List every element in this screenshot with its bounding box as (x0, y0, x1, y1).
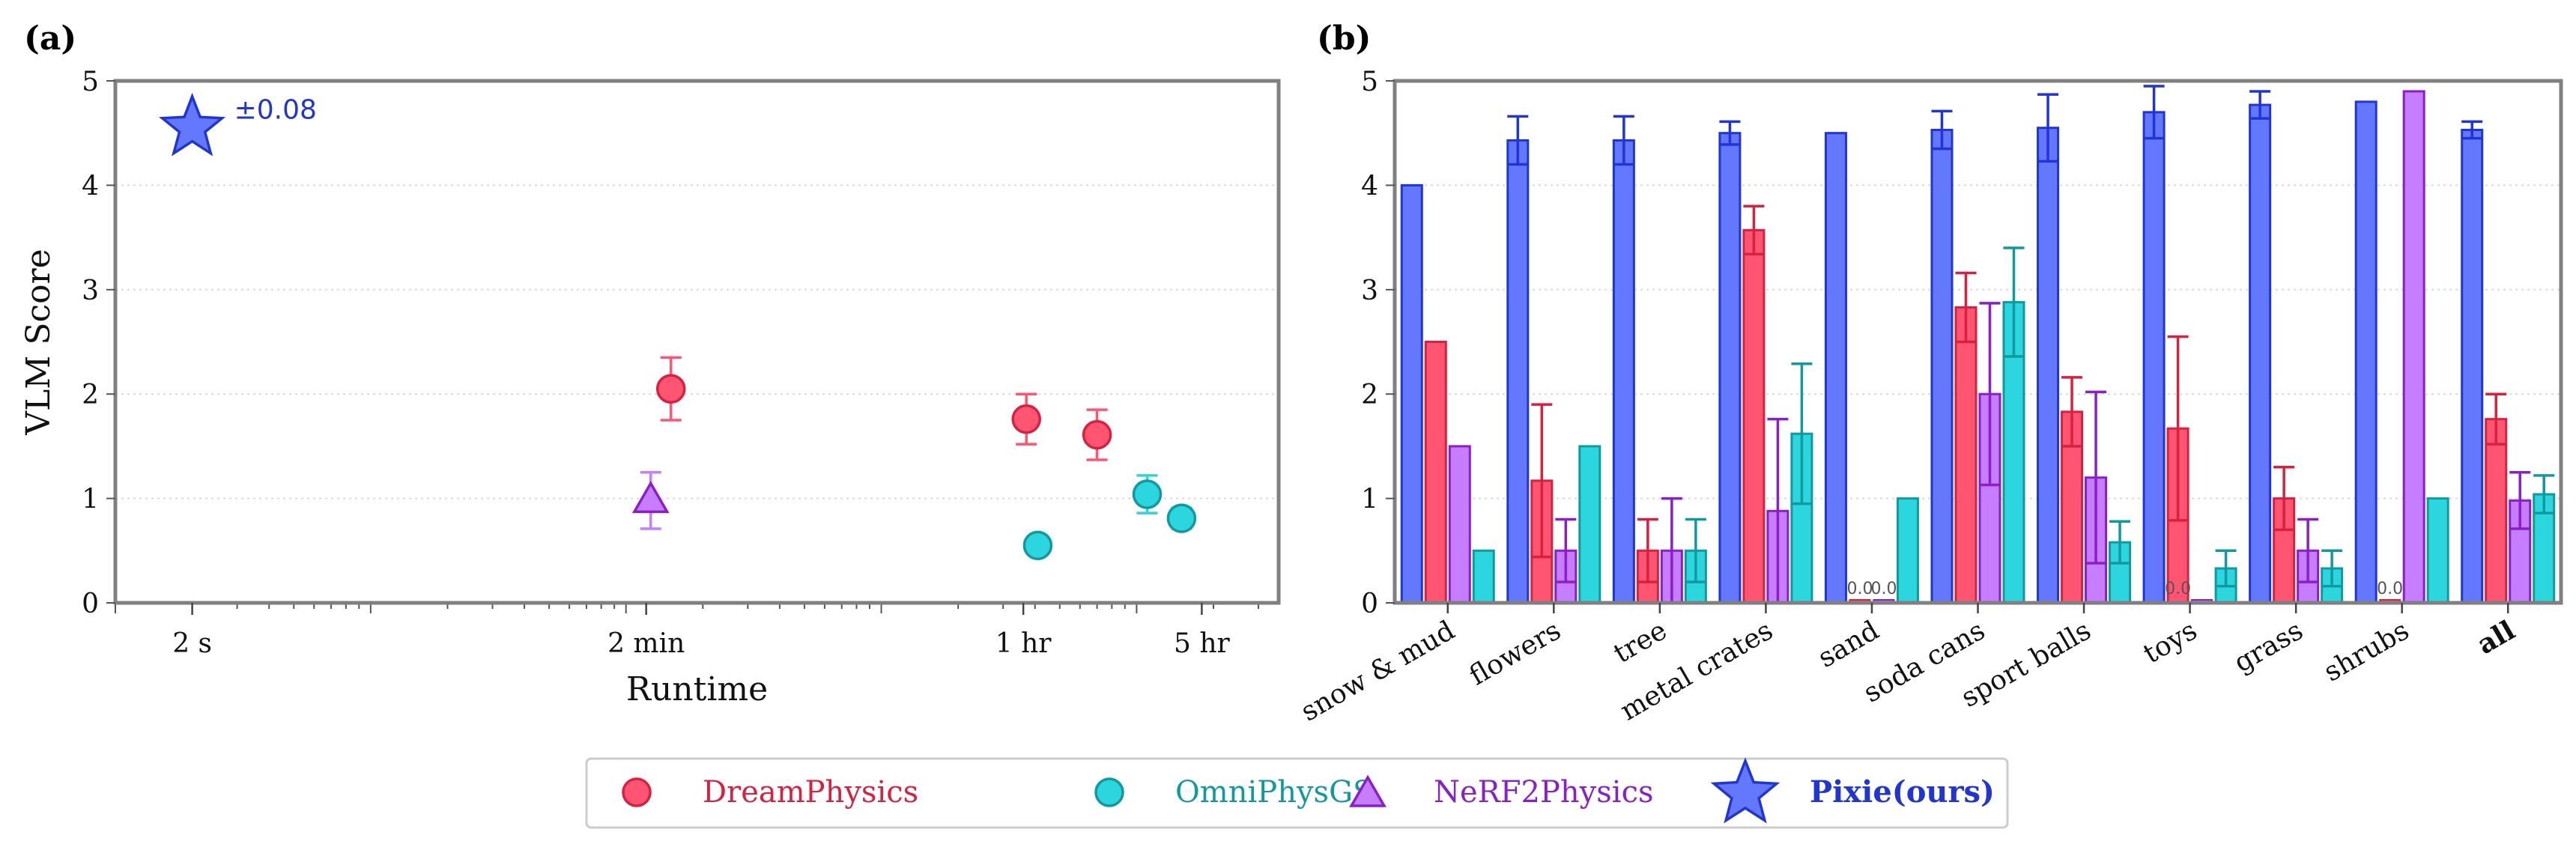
legend-label-nerf2physics: NeRF2Physics (1434, 775, 1654, 810)
bar-pixie (2037, 127, 2060, 604)
data-point-dreamphysics (1082, 419, 1112, 450)
bar-dreamphysics (1742, 228, 1766, 604)
legend-marker-pixie (1710, 757, 1781, 824)
legend-label-pixie: Pixie(ours) (1810, 774, 1995, 810)
x-tick-label: 5 hr (1174, 628, 1231, 659)
category-label: snow & mud (1296, 615, 1460, 727)
category-label: grass (2229, 615, 2309, 678)
bar-pixie (2142, 111, 2166, 604)
bar-omniphysgs (1896, 497, 1919, 604)
bar-pixie (2461, 129, 2484, 604)
y-tick-label: 4 (82, 171, 99, 201)
panel-a-label: (a) (24, 19, 76, 58)
legend-marker-dreamphysics (622, 777, 652, 807)
bar-pixie (1612, 139, 1635, 604)
bar-pixie (2249, 103, 2272, 604)
zero-value-label: 0.0 (1870, 580, 1897, 598)
bar-pixie (1718, 132, 1742, 604)
legend-box (585, 757, 2009, 829)
bar-omniphysgs (2426, 497, 2449, 604)
y-tick-label: 0 (82, 589, 99, 619)
bar-omniphysgs (1472, 549, 1495, 604)
legend: DreamPhysics OmniPhysGS NeRF2Physics Pixie(… (585, 757, 2009, 829)
legend-label-dreamphysics: DreamPhysics (703, 775, 918, 810)
panel-b-label: (b) (1317, 19, 1371, 58)
bar-pixie (1400, 183, 1423, 604)
zero-value-label: 0.0 (1846, 580, 1873, 598)
data-point-pixie (159, 92, 226, 157)
data-point-dreamphysics (655, 374, 686, 404)
bar-nerf2physics (2402, 90, 2425, 604)
category-label: toys (2139, 615, 2202, 670)
bar-pixie (2354, 100, 2378, 604)
x-tick-label: 2 min (607, 628, 685, 659)
x-axis-label: Runtime (626, 670, 768, 708)
bar-omniphysgs (1578, 445, 1601, 604)
y-tick-label: 3 (1361, 276, 1378, 306)
y-tick-label: 3 (82, 276, 99, 306)
y-tick-label: 1 (1361, 485, 1378, 515)
category-label: all (2472, 614, 2521, 661)
plot-frame-b (1392, 79, 2563, 605)
bar-pixie (1506, 139, 1530, 604)
data-point-omniphysgs (1022, 530, 1053, 561)
data-point-nerf2physics (631, 480, 670, 514)
y-tick-label: 5 (1361, 67, 1378, 97)
y-tick-label: 2 (82, 380, 99, 410)
legend-label-omniphysgs: OmniPhysGS (1175, 775, 1373, 810)
panel-a-scatter: (a) 0 1 2 3 4 5 2 s 2 min 1 hr 5 hr Runtime VLM Scor… (19, 19, 1281, 708)
zero-value-label: 0.0 (2165, 580, 2191, 598)
category-label: shrubs (2319, 615, 2415, 687)
legend-marker-omniphysgs (1094, 777, 1124, 807)
bar-pixie (1930, 129, 1954, 604)
data-point-omniphysgs (1132, 479, 1163, 509)
data-point-dreamphysics (1011, 404, 1041, 434)
y-tick-label: 1 (82, 485, 99, 515)
bar-nerf2physics (1448, 445, 1471, 604)
category-label: tree (1609, 615, 1673, 670)
bar-dreamphysics (1424, 341, 1447, 604)
category-label: flowers (1464, 615, 1566, 691)
y-tick-label: 2 (1361, 380, 1378, 410)
point-annotation: ±0.08 (234, 95, 317, 126)
bar-pixie (1824, 132, 1847, 604)
bar-dreamphysics (1954, 306, 1978, 604)
y-tick-label: 0 (1361, 589, 1378, 619)
plot-frame-a (113, 79, 1281, 605)
x-tick-label: 1 hr (995, 628, 1052, 659)
bar-dreamphysics (2485, 418, 2508, 604)
bar-omniphysgs (2109, 541, 2132, 604)
x-tick-label: 2 s (172, 628, 212, 659)
category-label: sand (1813, 615, 1884, 674)
legend-marker-nerf2physics (1349, 774, 1387, 807)
zero-value-label: 0.0 (2377, 580, 2403, 598)
y-axis-label: VLM Score (19, 249, 58, 435)
y-tick-label: 4 (1361, 171, 1378, 201)
data-point-omniphysgs (1166, 503, 1197, 533)
y-tick-label: 5 (82, 67, 99, 97)
